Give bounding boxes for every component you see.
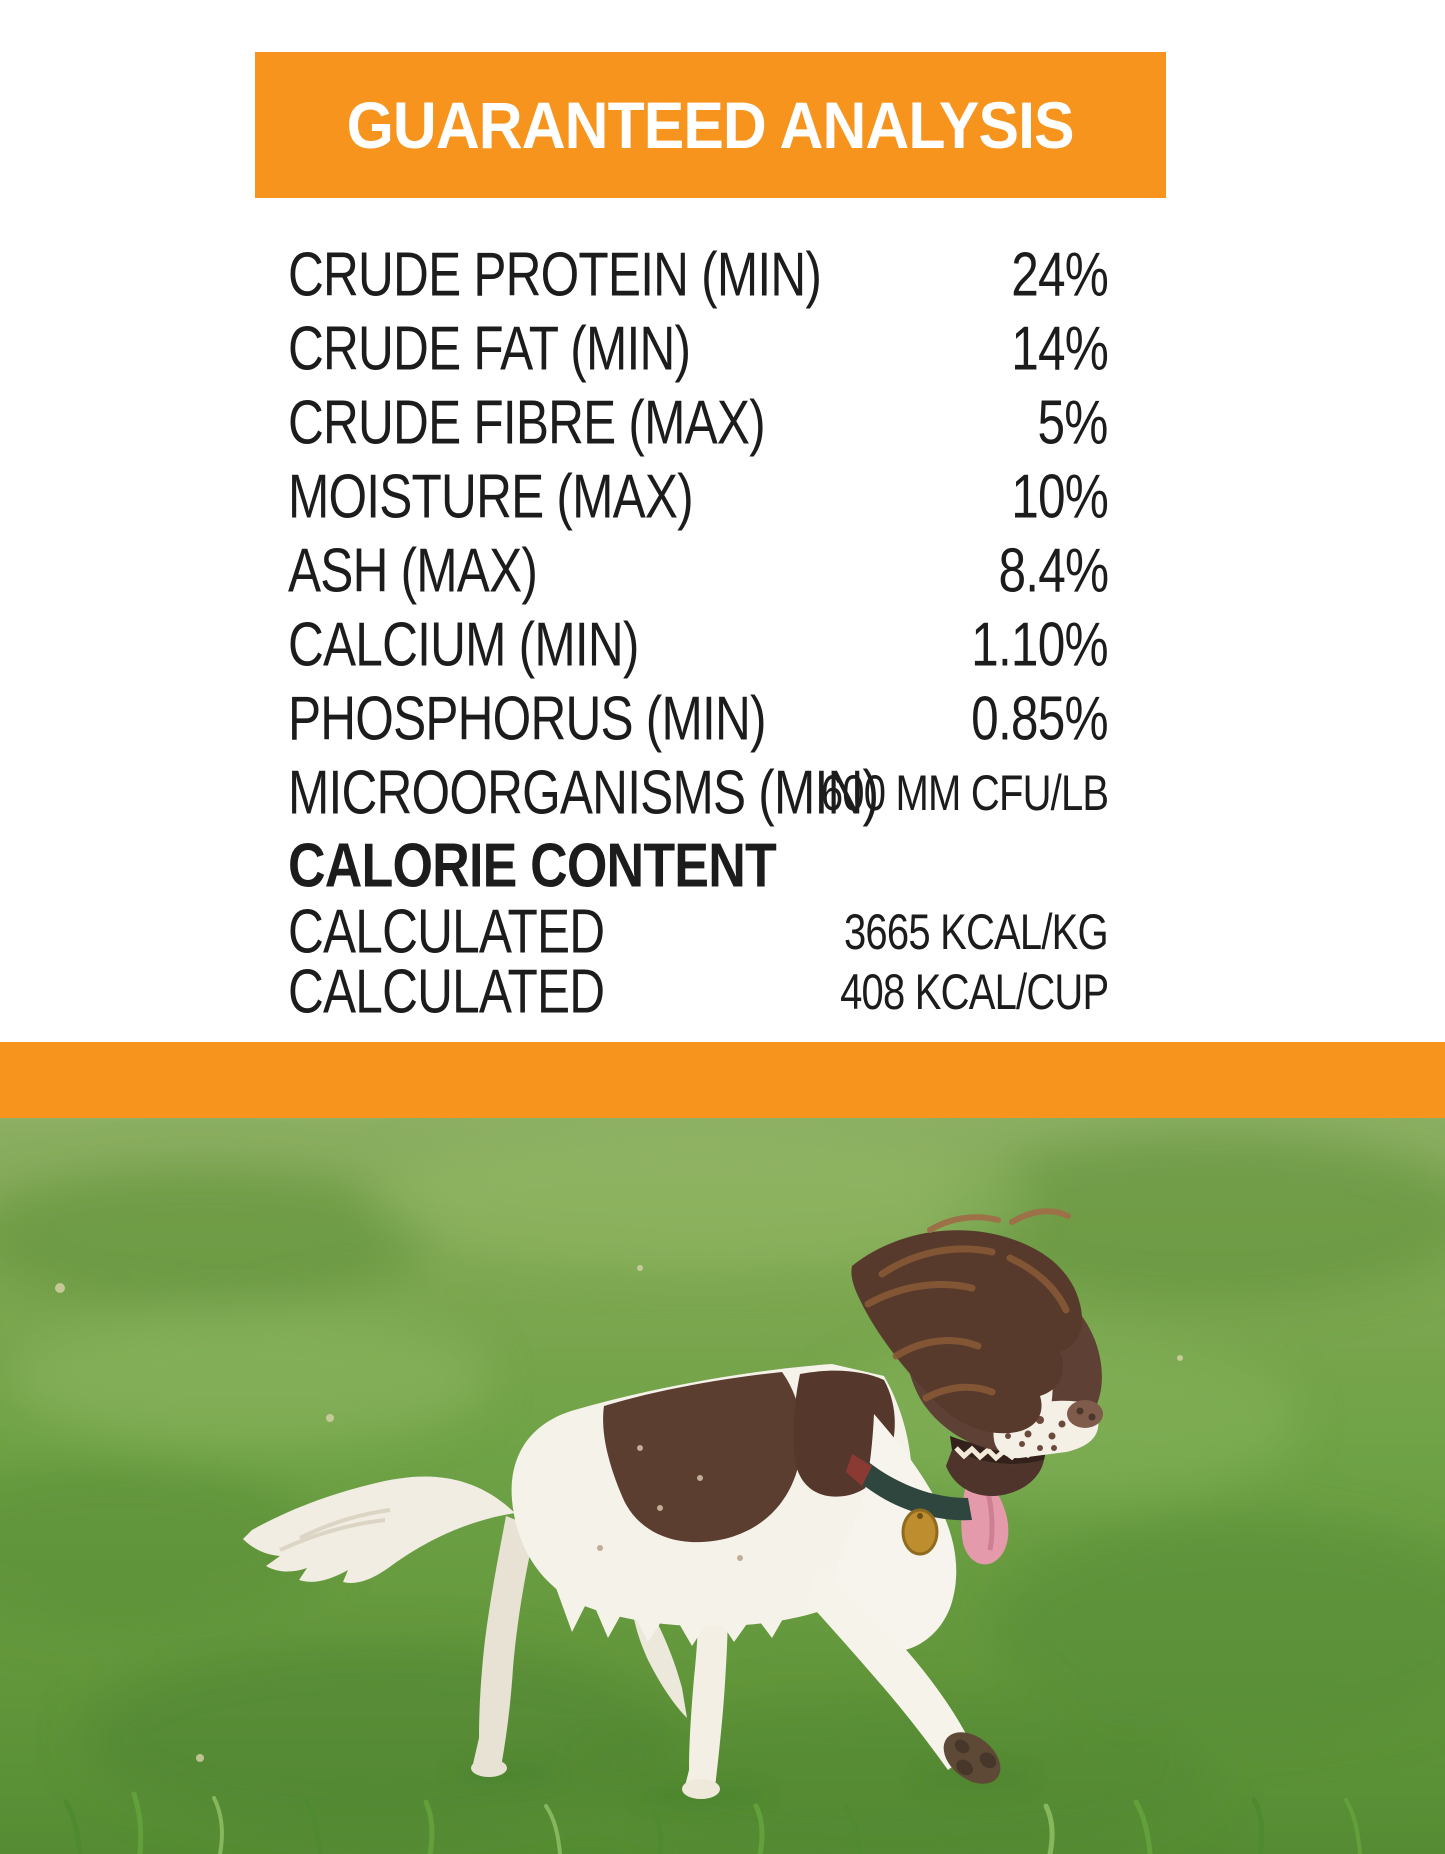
nutrient-label: MICROORGANISMS (MIN) xyxy=(288,758,879,828)
dog-rear-leg-far xyxy=(473,1516,536,1767)
dog-nose xyxy=(1067,1400,1103,1428)
dog xyxy=(243,1208,1103,1799)
guaranteed-analysis-table: CRUDE PROTEIN (MIN) 24% CRUDE FAT (MIN) … xyxy=(288,0,1109,1040)
nutrient-value: 600 MM CFU/LB xyxy=(820,765,1109,821)
nutrient-value: 8.4% xyxy=(998,536,1109,606)
dog-photo xyxy=(0,1118,1445,1854)
dog-front-leg-near xyxy=(806,1566,974,1770)
nutrient-value: 24% xyxy=(1011,240,1109,310)
row-calculated-kg: CALCULATED 3665 KCAL/KG xyxy=(288,898,1109,967)
row-moisture: MOISTURE (MAX) 10% xyxy=(288,460,1109,534)
foreground-grass-blades xyxy=(63,1791,1362,1854)
nutrient-label: CALCIUM (MIN) xyxy=(288,610,639,680)
dog-running-illustration xyxy=(0,1118,1445,1854)
nutrient-value: 5% xyxy=(1037,388,1109,458)
nutrient-label: MOISTURE (MAX) xyxy=(288,462,694,532)
dog-ear xyxy=(851,1230,1082,1434)
ear-highlights xyxy=(864,1245,1070,1402)
calorie-label: CALCULATED xyxy=(288,957,605,1027)
collar-red-strap xyxy=(846,1454,872,1486)
calorie-value: 408 KCAL/CUP xyxy=(839,964,1109,1020)
dog-ticking xyxy=(597,1445,743,1561)
row-crude-fat: CRUDE FAT (MIN) 14% xyxy=(288,312,1109,386)
muddy-paw xyxy=(943,1732,1001,1784)
calorie-content-heading-row: CALORIE CONTENT xyxy=(288,830,1108,902)
orange-divider-stripe xyxy=(0,1042,1445,1118)
collar-tag xyxy=(901,1508,939,1556)
nutrient-label: CRUDE FIBRE (MAX) xyxy=(288,388,766,458)
row-calculated-cup: CALCULATED 408 KCAL/CUP xyxy=(288,958,1109,1027)
dog-belly-feathering xyxy=(556,1570,792,1646)
dog-chest xyxy=(834,1414,957,1653)
calorie-content-heading: CALORIE CONTENT xyxy=(288,831,777,901)
row-crude-protein: CRUDE PROTEIN (MIN) 24% xyxy=(288,238,1109,312)
row-microorganisms: MICROORGANISMS (MIN) 600 MM CFU/LB xyxy=(288,756,1109,830)
banner-title: GUARANTEED ANALYSIS xyxy=(346,88,1075,162)
nutrient-value: 10% xyxy=(1011,462,1109,532)
nutrient-value: 1.10% xyxy=(971,610,1108,680)
nutrient-label: ASH (MAX) xyxy=(288,536,538,606)
nutrient-label: CRUDE FAT (MIN) xyxy=(288,314,691,384)
row-crude-fibre: CRUDE FIBRE (MAX) 5% xyxy=(288,386,1109,460)
nutrient-label: PHOSPHORUS (MIN) xyxy=(288,684,767,754)
row-ash: ASH (MAX) 8.4% xyxy=(288,534,1109,608)
grass-mottling xyxy=(0,1128,1445,1854)
calorie-value: 3665 KCAL/KG xyxy=(844,904,1109,960)
nutrient-label: CRUDE PROTEIN (MIN) xyxy=(288,240,822,310)
guaranteed-analysis-banner: GUARANTEED ANALYSIS xyxy=(255,52,1166,198)
nutrient-value: 0.85% xyxy=(971,684,1108,754)
dog-lower-jaw xyxy=(946,1450,1044,1497)
row-calcium: CALCIUM (MIN) 1.10% xyxy=(288,608,1109,682)
dog-collar xyxy=(862,1460,972,1521)
dog-tail xyxy=(243,1476,515,1583)
nutrient-value: 14% xyxy=(1011,314,1109,384)
dog-back-patch xyxy=(603,1372,803,1543)
calorie-label: CALCULATED xyxy=(288,897,605,967)
row-phosphorus: PHOSPHORUS (MIN) 0.85% xyxy=(288,682,1109,756)
